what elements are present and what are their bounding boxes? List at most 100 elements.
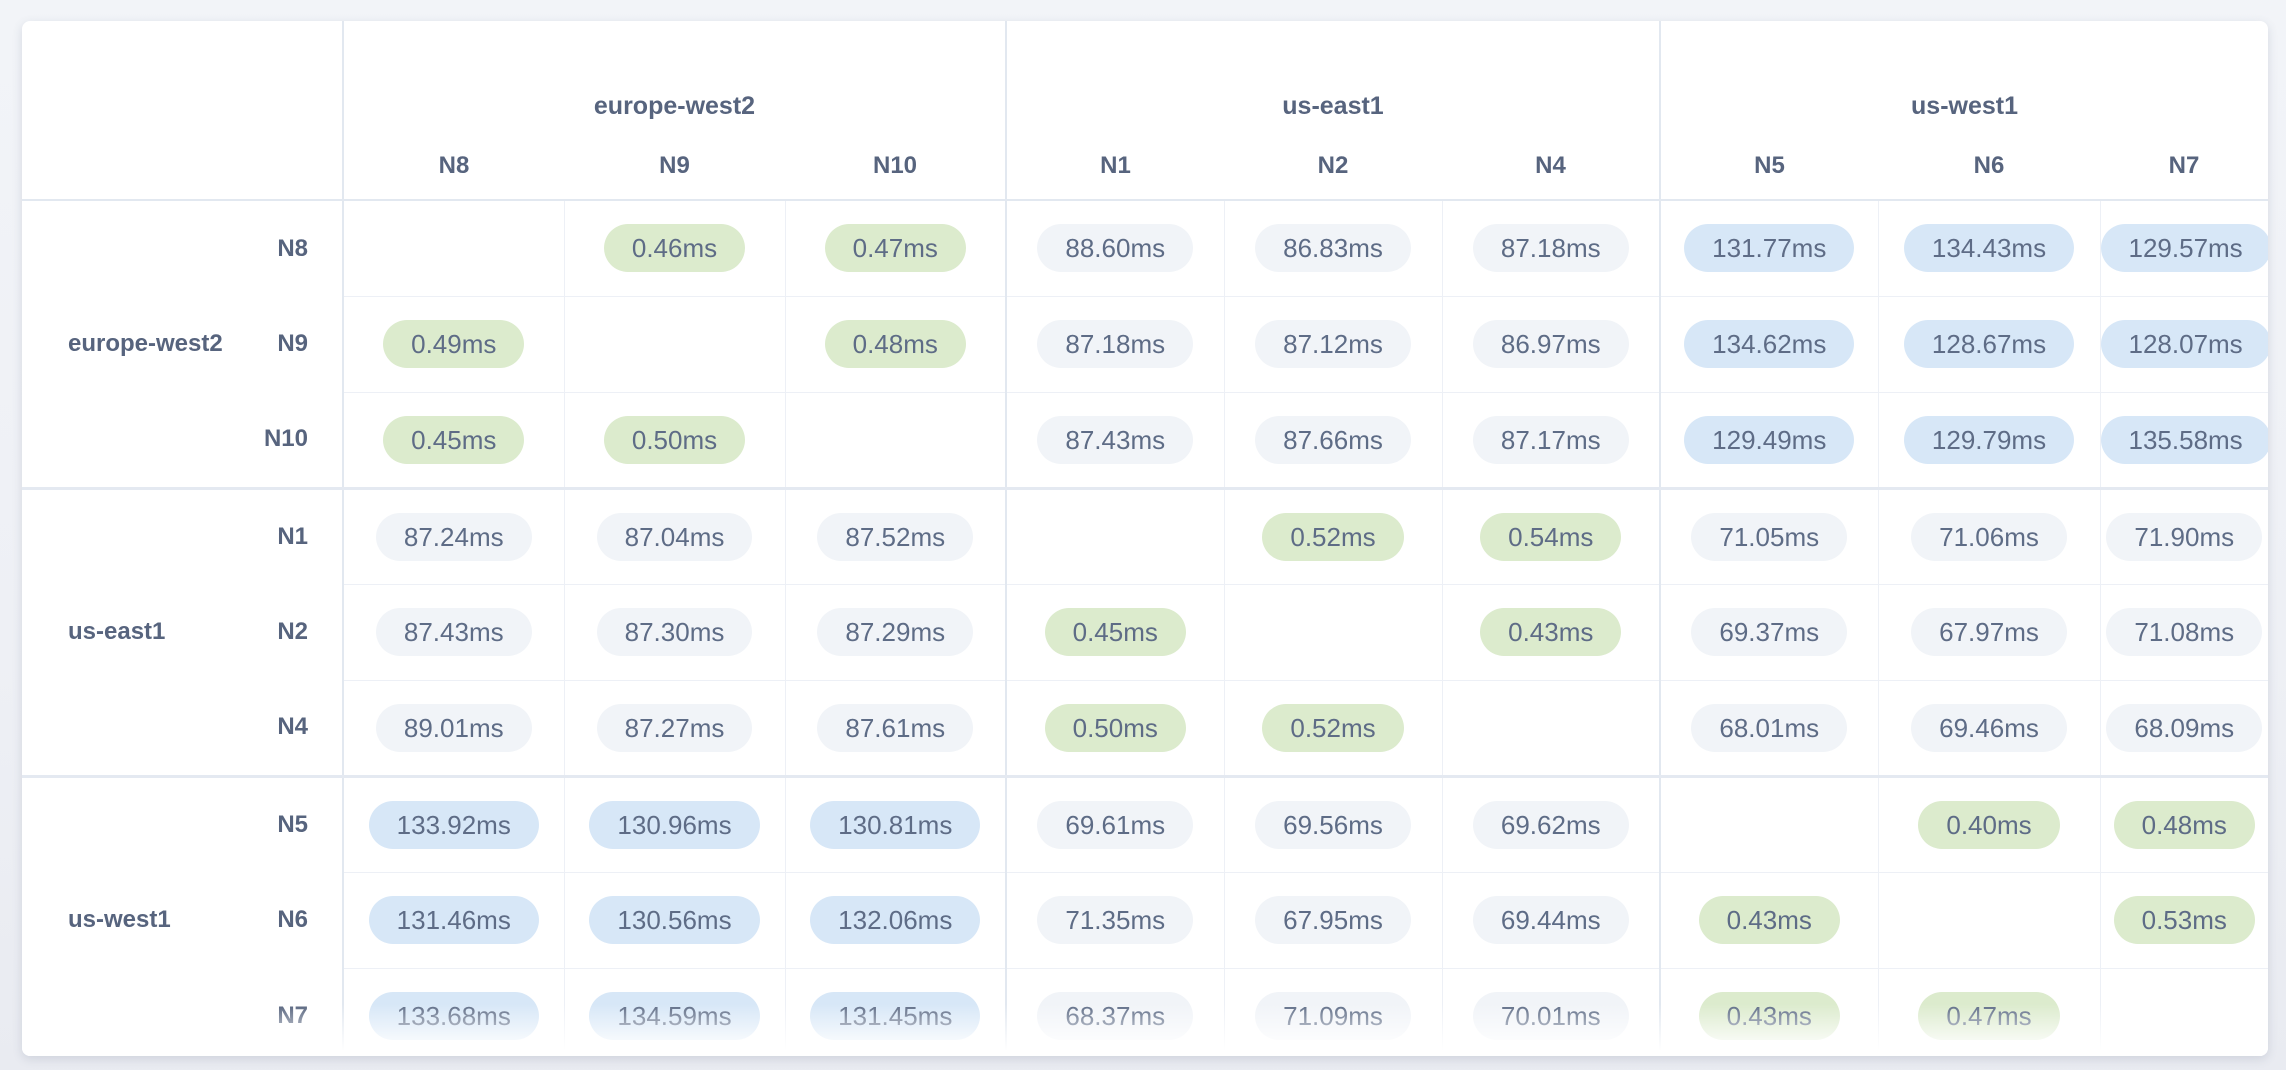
- col-header-N7: N7: [2100, 133, 2268, 201]
- matrix-cell-N2-N1: 0.45ms: [1005, 583, 1224, 680]
- latency-pill: 87.61ms: [817, 703, 974, 752]
- matrix-cell-N6-N2: 67.95ms: [1223, 871, 1442, 968]
- matrix-cell-N8-N8: [342, 199, 564, 296]
- matrix-cell-N8-N5: 131.77ms: [1659, 199, 1878, 296]
- matrix-cell-N6-N1: 71.35ms: [1005, 871, 1224, 968]
- matrix-cell-N7-N9: 134.59ms: [563, 967, 785, 1056]
- matrix-cell-N5-N6: 0.40ms: [1877, 774, 2100, 872]
- matrix-cell-N1-N10: 87.52ms: [784, 486, 1006, 584]
- latency-pill: 67.97ms: [1911, 608, 2067, 656]
- matrix-cell-N1-N5: 71.05ms: [1659, 486, 1878, 584]
- latency-pill: 134.43ms: [1903, 224, 2075, 273]
- corner-cell: [22, 21, 343, 201]
- latency-pill: 128.07ms: [2100, 320, 2268, 368]
- row-group-label-us-west1: us-west1: [68, 906, 171, 933]
- latency-pill: 0.43ms: [1698, 896, 1840, 944]
- latency-pill: 0.54ms: [1480, 512, 1622, 561]
- matrix-cell-N5-N2: 69.56ms: [1223, 774, 1442, 872]
- row-node-label: N6: [277, 906, 308, 933]
- latency-pill: 129.79ms: [1903, 415, 2075, 464]
- matrix-cell-N5-N7: 0.48ms: [2099, 774, 2268, 872]
- latency-pill: 87.12ms: [1255, 320, 1411, 368]
- matrix-cell-N1-N6: 71.06ms: [1877, 486, 2100, 584]
- matrix-cell-N6-N10: 132.06ms: [784, 871, 1006, 968]
- row-node-label: N10: [263, 425, 308, 453]
- matrix-cell-N5-N4: 69.62ms: [1441, 774, 1660, 872]
- latency-pill: 71.08ms: [2106, 608, 2263, 656]
- matrix-cell-N1-N8: 87.24ms: [342, 486, 564, 584]
- row-header-N7: N7: [22, 968, 343, 1056]
- latency-pill: 69.56ms: [1255, 800, 1411, 849]
- latency-matrix-card: europe-west2 us-east1 us-west1 N8 N9 N10 N1 N2 N…: [22, 21, 2268, 1056]
- matrix-cell-N2-N10: 87.29ms: [784, 583, 1006, 680]
- latency-pill: 70.01ms: [1472, 992, 1629, 1041]
- latency-pill: 87.18ms: [1472, 224, 1629, 273]
- matrix-cell-N8-N6: 134.43ms: [1877, 199, 2100, 296]
- latency-pill: 88.60ms: [1037, 224, 1194, 273]
- row-node-label: N8: [277, 234, 308, 262]
- latency-pill: 130.56ms: [589, 896, 760, 944]
- latency-pill: 134.59ms: [589, 992, 760, 1041]
- matrix-cell-N2-N2: [1223, 583, 1442, 680]
- row-node-label: N1: [277, 522, 308, 550]
- latency-pill: 0.47ms: [1918, 992, 2060, 1041]
- matrix-cell-N6-N6: [1877, 871, 2100, 968]
- latency-pill: 87.66ms: [1255, 415, 1411, 464]
- matrix-row-N10: N10 0.45ms 0.50ms 87.43ms 87.66ms 87.17ms 129.…: [22, 391, 2268, 488]
- latency-pill: 86.97ms: [1472, 320, 1629, 368]
- matrix-cell-N6-N9: 130.56ms: [563, 871, 785, 968]
- matrix-cell-N5-N10: 130.81ms: [784, 774, 1006, 872]
- latency-pill: 89.01ms: [375, 703, 532, 752]
- matrix-cell-N1-N9: 87.04ms: [563, 486, 785, 584]
- col-group-header-europe-west2: europe-west2: [342, 21, 1006, 133]
- matrix-row-N9: europe-west2 N9 0.49ms 0.48ms 87.18ms 87.12ms…: [22, 295, 2268, 392]
- row-header-N2: us-east1 N2: [22, 584, 343, 680]
- matrix-cell-N5-N9: 130.96ms: [563, 774, 785, 872]
- latency-pill: 0.49ms: [383, 320, 525, 368]
- matrix-cell-N1-N4: 0.54ms: [1441, 486, 1660, 584]
- matrix-cell-N1-N7: 71.90ms: [2099, 486, 2268, 584]
- latency-pill: 86.83ms: [1255, 224, 1411, 273]
- matrix-row-N5: N5 133.92ms 130.96ms 130.81ms 69.61ms 69.56ms…: [22, 774, 2268, 872]
- latency-pill: 134.62ms: [1684, 320, 1855, 368]
- latency-pill: 130.96ms: [589, 800, 760, 849]
- matrix-cell-N2-N6: 67.97ms: [1877, 583, 2100, 680]
- latency-pill: 0.47ms: [824, 224, 966, 273]
- matrix-cell-N10-N7: 135.58ms: [2099, 391, 2268, 488]
- row-group-label-us-east1: us-east1: [68, 618, 166, 645]
- latency-pill: 87.52ms: [817, 512, 974, 561]
- latency-pill: 67.95ms: [1255, 896, 1411, 944]
- matrix-row-N4: N4 89.01ms 87.27ms 87.61ms 0.50ms 0.52ms 68.01…: [22, 679, 2268, 776]
- latency-pill: 0.53ms: [2113, 896, 2255, 944]
- latency-pill: 133.68ms: [368, 992, 539, 1041]
- latency-pill: 0.40ms: [1918, 800, 2060, 849]
- matrix-cell-N9-N10: 0.48ms: [784, 295, 1006, 392]
- column-region-header-row: europe-west2 us-east1 us-west1: [22, 21, 2268, 201]
- matrix-cell-N5-N8: 133.92ms: [342, 774, 564, 872]
- row-node-label: N9: [277, 330, 308, 357]
- matrix-cell-N2-N4: 0.43ms: [1441, 583, 1660, 680]
- col-header-N6: N6: [1878, 133, 2100, 201]
- col-group-header-us-east1: us-east1: [1005, 21, 1660, 133]
- matrix-cell-N7-N1: 68.37ms: [1005, 967, 1224, 1056]
- row-header-N9: europe-west2 N9: [22, 296, 343, 392]
- matrix-cell-N7-N4: 70.01ms: [1441, 967, 1660, 1056]
- matrix-cell-N2-N7: 71.08ms: [2099, 583, 2268, 680]
- latency-pill: 0.52ms: [1262, 512, 1404, 561]
- latency-pill: 87.43ms: [375, 608, 532, 656]
- matrix-cell-N2-N9: 87.30ms: [563, 583, 785, 680]
- matrix-row-N8: N8 0.46ms 0.47ms 88.60ms 86.83ms 87.18ms 131.7…: [22, 199, 2268, 296]
- matrix-cell-N10-N2: 87.66ms: [1223, 391, 1442, 488]
- latency-pill: 0.52ms: [1262, 703, 1404, 752]
- matrix-row-N1: N1 87.24ms 87.04ms 87.52ms 0.52ms 0.54ms 71.05…: [22, 486, 2268, 584]
- matrix-row-N2: us-east1 N2 87.43ms 87.30ms 87.29ms 0.45ms 0.4…: [22, 583, 2268, 680]
- matrix-cell-N4-N8: 89.01ms: [342, 679, 564, 776]
- latency-pill: 129.49ms: [1684, 415, 1855, 464]
- col-header-N5: N5: [1659, 133, 1878, 201]
- latency-pill: 0.43ms: [1698, 992, 1840, 1041]
- row-header-N5: N5: [22, 774, 343, 872]
- latency-pill: 0.50ms: [1044, 703, 1186, 752]
- row-header-N6: us-west1 N6: [22, 872, 343, 968]
- matrix-cell-N6-N8: 131.46ms: [342, 871, 564, 968]
